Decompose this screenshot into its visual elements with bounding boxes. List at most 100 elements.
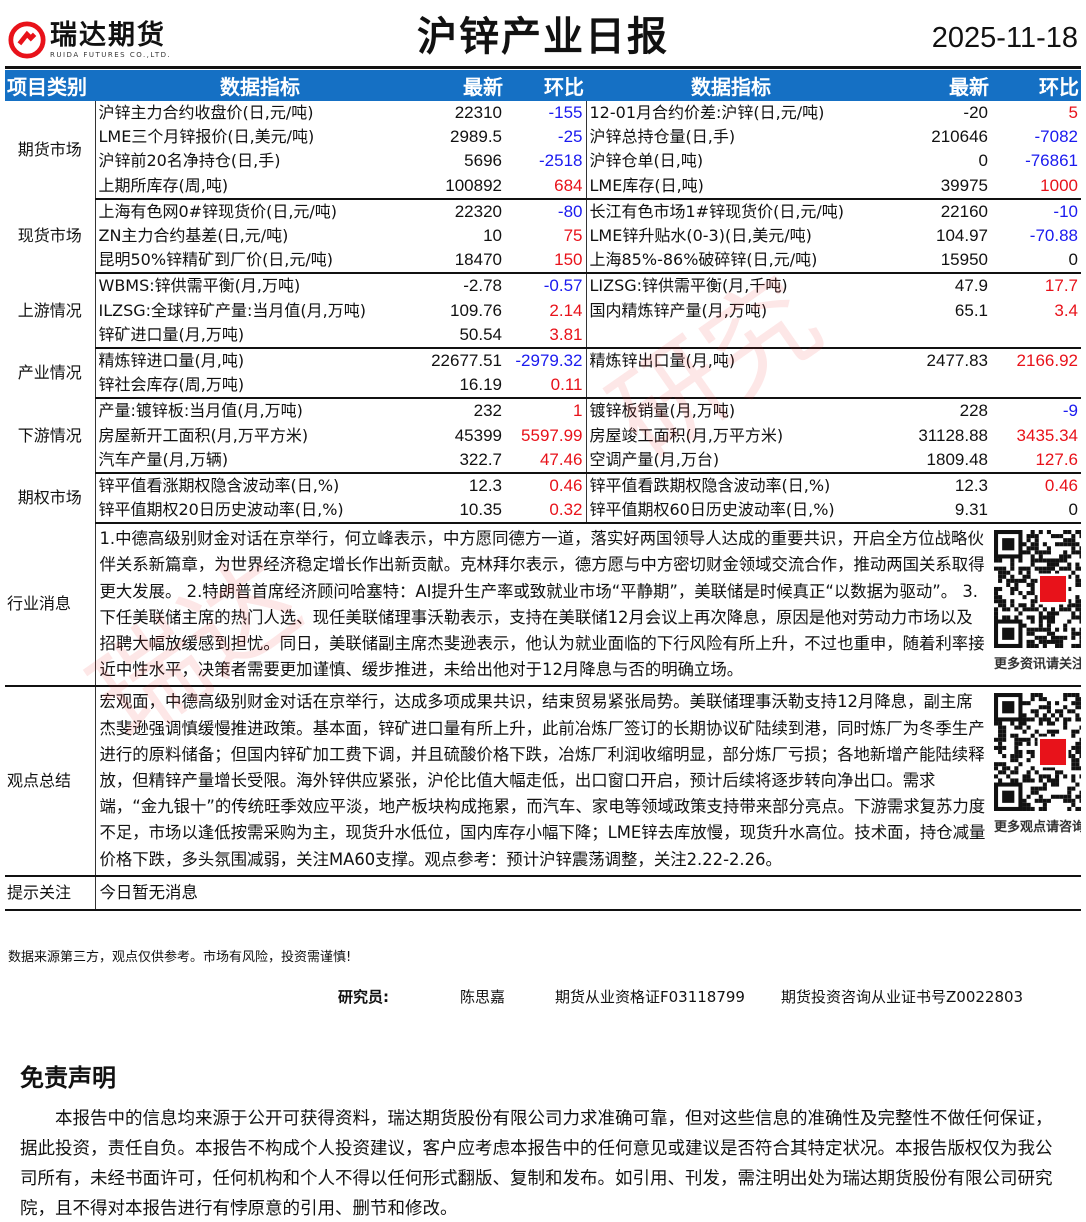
table-row: 上游情况 WBMS:锌供需平衡(月,万吨) -2.78 -0.57 LIZSG:锌供需平…: [5, 273, 1081, 348]
consulting-cert: 期货投资咨询从业证书号Z0022803: [781, 988, 1024, 1006]
latest-value: 12.3: [468, 475, 502, 495]
indicator-cell: LME锌升贴水(0-3)(日,美元/吨): [585, 223, 876, 249]
indicator-cell: 上海有色网0#锌现货价(日,元/吨): [98, 201, 338, 221]
indicator-cell: 沪锌主力合约收盘价(日,元/吨): [98, 103, 314, 123]
category-cell: 上游情况: [5, 273, 96, 348]
latest-value: 9.31: [876, 498, 991, 525]
indicator-cell: [585, 373, 876, 400]
change-value: 684: [505, 173, 586, 200]
latest-value: 2477.83: [926, 350, 988, 370]
indicator-cell: 房屋新开工面积(月,万平方米): [98, 425, 309, 445]
latest-value: 45399: [454, 425, 502, 445]
indicator-cell: 房屋竣工面积(月,万平方米): [585, 423, 876, 448]
company-logo: 瑞达期货 RUIDA FUTURES CO.,LTD.: [8, 20, 171, 60]
qr-caption: 更多观点请咨询!: [994, 820, 1081, 836]
change-value: 127.6: [991, 447, 1081, 474]
category-cell: 期权市场: [5, 472, 96, 524]
indicator-cell: 精炼锌进口量(月,吨): [98, 350, 245, 370]
change-value: 2166.92: [1016, 350, 1078, 370]
tips-row: 提示关注 今日暂无消息: [5, 875, 1081, 911]
qr-code-icon: [994, 693, 1081, 817]
table-row: 期权市场 锌平值看涨期权隐含波动率(日,%) 12.3 0.46 锌平值看跌期权隐含波动…: [5, 472, 1081, 524]
views-text: 宏观面，中德高级别财金对话在京举行，达成多项成果共识，结束贸易紧张局势。美联储理…: [95, 686, 991, 877]
ruida-logo-icon: [8, 21, 46, 59]
news-category: 行业消息: [5, 523, 96, 688]
change-value: 5597.99: [521, 425, 583, 445]
indicator-cell: 长江有色市场1#锌现货价(日,元/吨): [585, 198, 876, 224]
table-row: 期货市场 沪锌主力合约收盘价(日,元/吨) 22310 -155 12-01月合约价差:…: [5, 101, 1081, 199]
change-value: -2979.32: [515, 350, 583, 370]
change-value: -76861: [1025, 151, 1078, 171]
indicator-cell: 上期所库存(周,吨): [95, 173, 425, 200]
change-value: 3.4: [1054, 300, 1078, 320]
data-table: 项目类别 数据指标 最新 环比 数据指标 最新 环比 期货市场 沪锌主力合约收盘价…: [5, 70, 1081, 911]
qr-caption: 更多资讯请关注!: [994, 657, 1081, 673]
indicator-cell: 汽车产量(月,万辆): [95, 447, 425, 474]
header-category: 项目类别: [5, 70, 95, 101]
table-row: 昆明50%锌精矿到厂价(日,元/吨) 18470 150 上海85%-86%破碎锌(日…: [5, 248, 1081, 275]
table-header-row: 项目类别 数据指标 最新 环比 数据指标 最新 环比: [5, 70, 1081, 101]
indicator-cell: WBMS:锌供需平衡(月,万吨): [98, 276, 301, 296]
latest-value: 31128.88: [918, 425, 988, 445]
indicator-cell: 沪锌仓单(日,吨): [585, 149, 876, 174]
tips-text: 今日暂无消息: [95, 875, 1081, 911]
header-latest: 最新: [425, 70, 505, 101]
indicator-cell: 沪锌前20名净持仓(日,手): [98, 151, 281, 171]
change-value: -70.88: [1029, 226, 1078, 246]
indicator-cell: [585, 322, 876, 349]
qr-code-cell: 更多观点请咨询!: [991, 686, 1081, 877]
indicator-cell: 国内精炼锌产量(月,万吨): [585, 298, 876, 323]
news-row: 行业消息 1.中德高级别财金对话在京举行，何立峰表示，中方愿同德方一道，落实好两国…: [5, 523, 1081, 688]
latest-value: 228: [959, 401, 988, 421]
latest-value: 39975: [876, 173, 991, 200]
table-row: LME三个月锌报价(日,美元/吨) 2989.5 -25 沪锌总持仓量(日,手) 210…: [5, 125, 1081, 150]
category-cell: 现货市场: [5, 198, 96, 274]
indicator-cell: 产量:镀锌板:当月值(月,万吨): [98, 401, 303, 421]
category-cell: 下游情况: [5, 398, 96, 473]
latest-value: 12.3: [954, 475, 988, 495]
indicator-cell: 12-01月合约价差:沪锌(日,元/吨): [585, 101, 876, 126]
latest-value: -2.78: [463, 276, 502, 296]
latest-value: 22677.51: [431, 350, 502, 370]
news-text: 1.中德高级别财金对话在京举行，何立峰表示，中方愿同德方一道，落实好两国领导人达…: [95, 523, 991, 688]
table-row: 锌矿进口量(月,万吨) 50.54 3.81: [5, 322, 1081, 349]
table-row: 现货市场 上海有色网0#锌现货价(日,元/吨) 22320 -80 长江有色市场1#锌现…: [5, 198, 1081, 274]
logo-text: 瑞达期货: [50, 20, 166, 51]
indicator-cell: 锌矿进口量(月,万吨): [95, 322, 425, 349]
header-latest-2: 最新: [876, 70, 991, 101]
indicator-cell: 镀锌板销量(月,万吨): [585, 398, 876, 424]
latest-value: 22160: [940, 201, 988, 221]
divider: [5, 66, 1081, 69]
latest-value: 232: [473, 401, 502, 421]
latest-value: 2989.5: [450, 127, 502, 147]
table-row: 上期所库存(周,吨) 100892 684 LME库存(日,吨) 39975 1000: [5, 173, 1081, 200]
change-value: -10: [1053, 201, 1078, 221]
indicator-cell: LME库存(日,吨): [585, 173, 876, 200]
latest-value: -20: [963, 103, 988, 123]
latest-value: 0: [978, 151, 988, 171]
latest-value: [876, 373, 991, 400]
latest-value: 5696: [464, 151, 502, 171]
report-title: 沪锌产业日报: [417, 14, 669, 60]
change-value: [991, 373, 1081, 400]
change-value: -80: [557, 201, 583, 221]
change-value: 0: [991, 498, 1081, 525]
indicator-cell: 锌平值期权60日历史波动率(日,%): [585, 498, 876, 525]
indicator-cell: 精炼锌出口量(月,吨): [585, 347, 876, 374]
header-change-2: 环比: [991, 70, 1081, 101]
table-row: 汽车产量(月,万辆) 322.7 47.46 空调产量(月,万台) 1809.48 127…: [5, 447, 1081, 474]
latest-value: 18470: [425, 248, 505, 275]
table-row: 下游情况 产量:镀锌板:当月值(月,万吨) 232 1 镀锌板销量(月,万吨) 228 -9: [5, 398, 1081, 473]
change-value: [991, 322, 1081, 349]
indicator-cell: LIZSG:锌供需平衡(月,千吨): [585, 273, 876, 299]
views-row: 观点总结 宏观面，中德高级别财金对话在京举行，达成多项成果共识，结束贸易紧张局势。…: [5, 686, 1081, 877]
indicator-cell: 锌平值看涨期权隐含波动率(日,%): [98, 475, 340, 495]
latest-value: 210646: [931, 127, 988, 147]
latest-value: 109.76: [450, 300, 502, 320]
disclaimer-title: 免责声明: [20, 1064, 116, 1092]
views-category: 观点总结: [5, 686, 96, 877]
researcher-name: 陈思嘉: [460, 988, 506, 1006]
category-cell: 期货市场: [5, 101, 96, 199]
header-indicator-2: 数据指标: [586, 70, 876, 101]
